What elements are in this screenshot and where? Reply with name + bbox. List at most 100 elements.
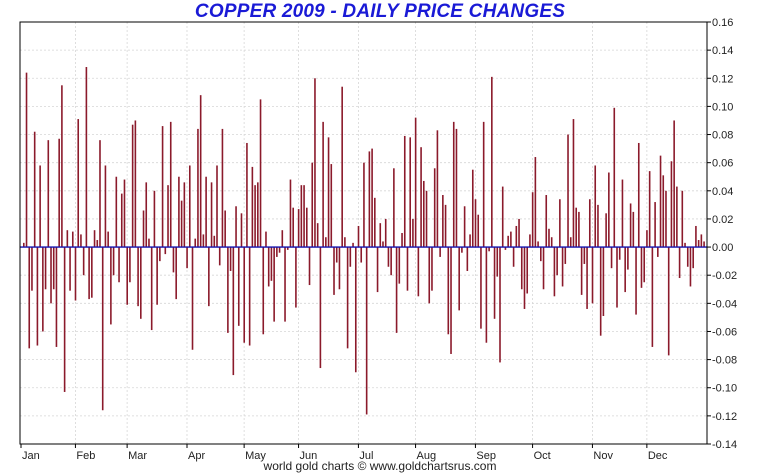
bar bbox=[115, 176, 118, 248]
bar bbox=[482, 121, 485, 248]
bar bbox=[442, 195, 444, 248]
x-tick-label: Jun bbox=[300, 450, 318, 462]
x-tick-label: Aug bbox=[417, 450, 437, 462]
bar bbox=[627, 247, 629, 270]
bar bbox=[235, 206, 237, 248]
y-tick-label: -0.04 bbox=[712, 298, 737, 310]
bar bbox=[66, 230, 69, 248]
bar bbox=[450, 247, 452, 354]
bar bbox=[246, 142, 248, 248]
bar bbox=[376, 247, 379, 293]
bar bbox=[499, 247, 501, 363]
y-tick-label: -0.12 bbox=[712, 411, 737, 423]
bar bbox=[262, 247, 265, 335]
bar bbox=[178, 176, 180, 248]
bar bbox=[289, 179, 292, 248]
bar bbox=[311, 162, 314, 248]
bar bbox=[33, 131, 36, 248]
bar bbox=[480, 247, 482, 329]
bar bbox=[352, 242, 354, 248]
bar bbox=[382, 241, 384, 248]
bar bbox=[107, 231, 109, 248]
bar bbox=[379, 223, 382, 248]
bar bbox=[599, 247, 602, 336]
bar bbox=[156, 247, 158, 305]
bar bbox=[153, 190, 156, 248]
bar bbox=[398, 247, 401, 284]
bar bbox=[471, 169, 474, 248]
bar bbox=[344, 237, 346, 248]
bar bbox=[463, 206, 466, 248]
bar bbox=[621, 179, 624, 248]
x-tick-label: May bbox=[245, 450, 266, 462]
y-tick-label: 0.16 bbox=[712, 17, 733, 29]
bar bbox=[295, 247, 297, 308]
bar bbox=[523, 247, 526, 309]
bar bbox=[303, 185, 305, 248]
bar bbox=[469, 234, 471, 248]
x-tick-label: Dec bbox=[648, 450, 668, 462]
bar bbox=[518, 218, 520, 248]
x-tick-label: Jul bbox=[359, 450, 373, 462]
bar bbox=[164, 247, 167, 255]
bar bbox=[276, 247, 278, 257]
bar bbox=[433, 168, 436, 248]
y-tick-label: -0.02 bbox=[712, 270, 737, 282]
bar bbox=[341, 86, 343, 248]
bar bbox=[47, 140, 50, 248]
bar bbox=[316, 223, 319, 248]
bar bbox=[420, 147, 422, 248]
bar bbox=[300, 185, 303, 248]
bar bbox=[678, 247, 681, 279]
bar bbox=[531, 192, 534, 248]
bar bbox=[654, 202, 656, 248]
bar-series bbox=[23, 67, 705, 415]
bar bbox=[667, 247, 670, 356]
bar bbox=[150, 247, 153, 331]
bar bbox=[363, 162, 365, 248]
bar bbox=[91, 247, 93, 298]
bar bbox=[692, 247, 694, 269]
bar bbox=[542, 247, 545, 290]
bar bbox=[58, 138, 60, 248]
y-tick-label: -0.10 bbox=[712, 383, 737, 395]
bar bbox=[259, 99, 262, 248]
bar bbox=[651, 247, 654, 347]
bar bbox=[458, 247, 460, 311]
bar bbox=[580, 247, 583, 295]
bar bbox=[145, 182, 148, 248]
bar bbox=[349, 247, 352, 267]
bar bbox=[44, 247, 47, 290]
bar bbox=[140, 247, 142, 319]
bar bbox=[676, 186, 678, 248]
bar bbox=[646, 230, 648, 248]
bar bbox=[417, 247, 420, 297]
bar bbox=[286, 247, 289, 250]
bar bbox=[183, 182, 186, 248]
y-axis: 0.16 0.14 0.12 0.10 0.08 0.06 0.04 0.02 0.00 -0.0… bbox=[707, 17, 737, 451]
bar bbox=[501, 186, 504, 248]
bar bbox=[322, 121, 324, 248]
x-tick-label: Jan bbox=[22, 450, 40, 462]
bar bbox=[689, 247, 692, 287]
bar bbox=[371, 148, 373, 248]
x-tick-label: Sep bbox=[476, 450, 496, 462]
y-tick-label: 0.06 bbox=[712, 158, 733, 170]
bar bbox=[550, 237, 553, 248]
bar bbox=[129, 247, 131, 283]
bar bbox=[425, 190, 428, 248]
bar bbox=[104, 165, 107, 248]
bar bbox=[197, 128, 199, 248]
bar bbox=[169, 121, 172, 248]
bar bbox=[265, 231, 267, 248]
x-tick-label: Oct bbox=[534, 450, 551, 462]
bar bbox=[257, 182, 259, 248]
bar bbox=[681, 190, 684, 248]
bar bbox=[39, 165, 41, 248]
bar bbox=[55, 247, 58, 347]
bar bbox=[248, 247, 251, 346]
bar bbox=[572, 119, 575, 248]
bar bbox=[395, 247, 398, 333]
bar bbox=[188, 165, 191, 248]
bar bbox=[637, 142, 640, 248]
